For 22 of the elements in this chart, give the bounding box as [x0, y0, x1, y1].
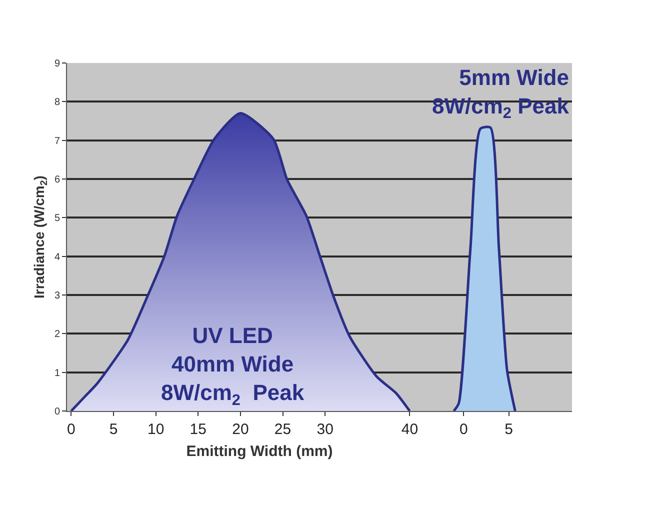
x-tick-label: 20 [232, 421, 249, 438]
x-tick-label: 25 [274, 421, 292, 438]
x-axis-title: Emitting Width (mm) [186, 443, 333, 460]
y-tick-label: 2 [54, 329, 60, 340]
y-tick-label: 7 [54, 136, 60, 147]
x-tick-label: 5 [109, 421, 118, 438]
x-tick-label: 5 [504, 421, 514, 438]
y-tick-label: 3 [54, 290, 60, 302]
y-tick-label: 1 [54, 368, 60, 379]
x-tick-label: 10 [148, 421, 164, 438]
y-tick-label: 0 [54, 406, 60, 418]
y-tick-label: 9 [54, 58, 60, 70]
x-tick-label: 0 [460, 421, 468, 438]
y-tick-label: 6 [54, 174, 60, 186]
y-tick-label: 4 [54, 252, 60, 263]
y-tick-label: 5 [54, 213, 60, 224]
x-tick-label: 40 [401, 421, 418, 438]
annotation: UV LED 40mm Wide 8W/cm$_{2}$ Peak [161, 323, 305, 409]
x-tick-label: 0 [67, 421, 76, 438]
x-tick-label: 15 [190, 421, 206, 438]
y-tick-label: 8 [54, 97, 60, 108]
x-tick-label: 30 [316, 421, 334, 438]
